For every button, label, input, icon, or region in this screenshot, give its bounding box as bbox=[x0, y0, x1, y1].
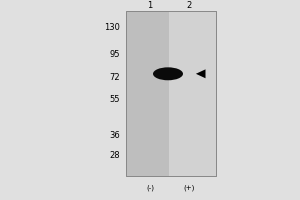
Ellipse shape bbox=[153, 67, 183, 80]
Text: 1: 1 bbox=[147, 1, 153, 10]
Bar bbox=[126, 11, 216, 176]
Text: 55: 55 bbox=[110, 95, 120, 104]
Text: 28: 28 bbox=[110, 151, 120, 160]
Bar bbox=[126, 11, 170, 176]
Text: (-): (-) bbox=[146, 185, 154, 191]
Text: (+): (+) bbox=[183, 185, 195, 191]
Text: 95: 95 bbox=[110, 50, 120, 59]
Text: 72: 72 bbox=[110, 73, 120, 82]
Bar bbox=[169, 11, 216, 176]
Text: 2: 2 bbox=[186, 1, 192, 10]
Text: 130: 130 bbox=[104, 23, 120, 32]
Bar bbox=[126, 11, 216, 176]
Text: 36: 36 bbox=[109, 131, 120, 140]
Polygon shape bbox=[196, 69, 206, 78]
